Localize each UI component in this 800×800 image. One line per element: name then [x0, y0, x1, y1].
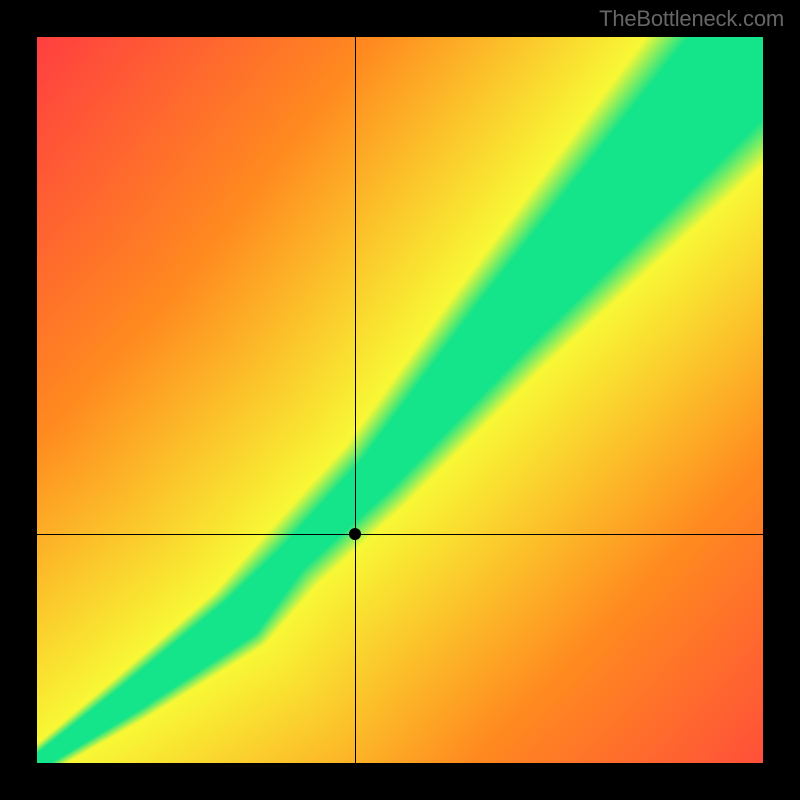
crosshair-horizontal	[37, 534, 763, 535]
data-point-marker	[349, 528, 361, 540]
watermark-text: TheBottleneck.com	[599, 6, 784, 32]
heatmap-plot	[37, 37, 763, 763]
crosshair-vertical	[355, 37, 356, 763]
heatmap-canvas	[37, 37, 763, 763]
